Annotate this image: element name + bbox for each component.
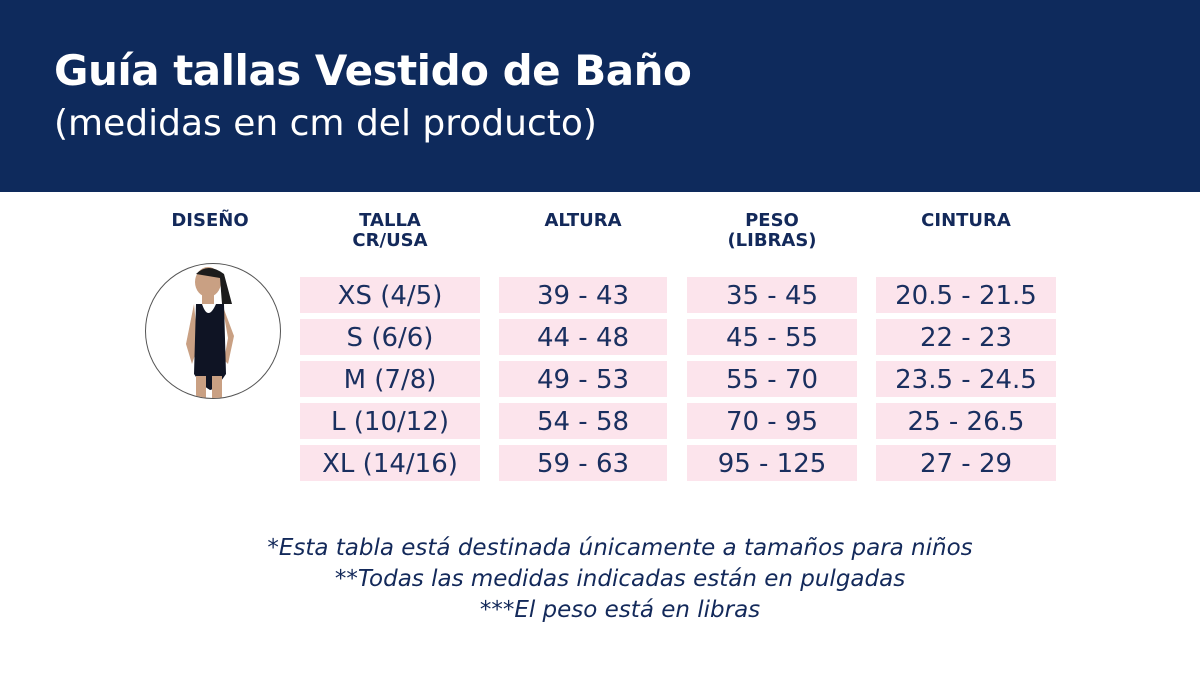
col-header-cintura: CINTURA [921, 210, 1011, 231]
col-header-peso: PESO (LIBRAS) [687, 211, 857, 251]
cell-talla: XL (14/16) [300, 445, 480, 481]
footnote-2: **Todas las medidas indicadas están en p… [334, 566, 906, 592]
page-subtitle: (medidas en cm del producto) [54, 103, 597, 144]
product-photo [145, 263, 281, 399]
cell-cintura: 25 - 26.5 [876, 403, 1056, 439]
col-header-talla-line2: CR/USA [352, 230, 428, 251]
col-header-diseno: DISEÑO [171, 210, 249, 231]
footnotes: *Esta tabla está destinada únicamente a … [0, 533, 1200, 626]
header-banner: Guía tallas Vestido de Baño (medidas en … [0, 0, 1200, 192]
col-header-altura: ALTURA [544, 210, 622, 231]
cell-peso: 95 - 125 [687, 445, 857, 481]
cell-peso: 70 - 95 [687, 403, 857, 439]
footnote-3: ***El peso está en libras [479, 597, 761, 623]
cell-cintura: 20.5 - 21.5 [876, 277, 1056, 313]
cell-talla: L (10/12) [300, 403, 480, 439]
page-title: Guía tallas Vestido de Baño [54, 46, 692, 95]
child-swimsuit-image [186, 267, 234, 398]
cell-peso: 35 - 45 [687, 277, 857, 313]
footnote-1: *Esta tabla está destinada únicamente a … [267, 535, 973, 561]
cell-peso: 45 - 55 [687, 319, 857, 355]
cell-cintura: 27 - 29 [876, 445, 1056, 481]
col-header-talla: TALLA CR/USA [300, 211, 480, 251]
cell-talla: XS (4/5) [300, 277, 480, 313]
cell-altura: 59 - 63 [499, 445, 667, 481]
cell-cintura: 22 - 23 [876, 319, 1056, 355]
cell-peso: 55 - 70 [687, 361, 857, 397]
cell-talla: S (6/6) [300, 319, 480, 355]
cell-talla: M (7/8) [300, 361, 480, 397]
col-header-peso-line1: PESO [745, 210, 799, 231]
cell-cintura: 23.5 - 24.5 [876, 361, 1056, 397]
cell-altura: 39 - 43 [499, 277, 667, 313]
cell-altura: 54 - 58 [499, 403, 667, 439]
col-header-peso-line2: (LIBRAS) [727, 230, 817, 251]
cell-altura: 44 - 48 [499, 319, 667, 355]
cell-altura: 49 - 53 [499, 361, 667, 397]
col-header-talla-line1: TALLA [359, 210, 421, 231]
